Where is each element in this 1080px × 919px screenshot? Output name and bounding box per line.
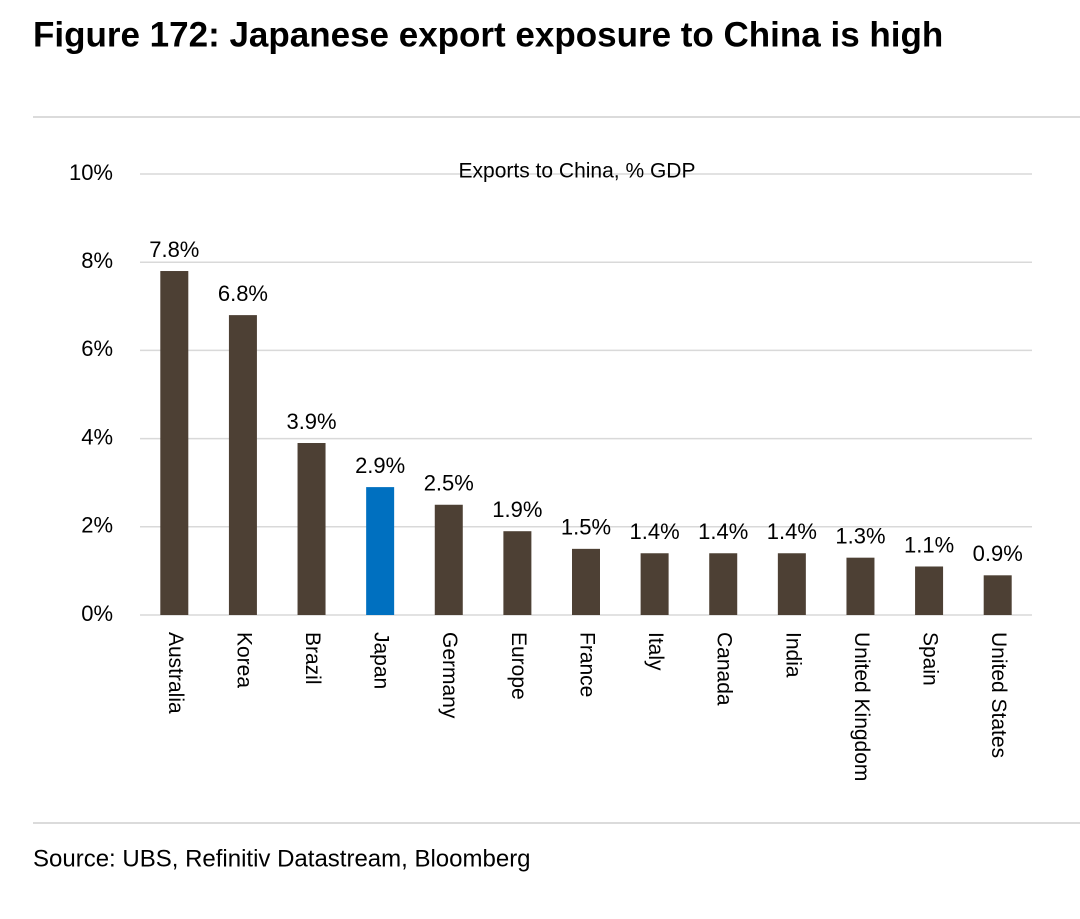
y-tick-label: 10% bbox=[69, 160, 113, 185]
data-label: 1.4% bbox=[698, 519, 748, 544]
data-label: 1.1% bbox=[904, 532, 954, 557]
bar bbox=[846, 557, 875, 615]
bar bbox=[297, 443, 326, 615]
bar bbox=[640, 553, 669, 615]
x-tick-label: Brazil bbox=[301, 632, 324, 685]
bar bbox=[915, 566, 944, 615]
plot-area: 0% 2% 4% 6% 8% 10% Australia 7.8% Korea 6.8% Brazi… bbox=[69, 160, 1032, 781]
chart-subtitle: Exports to China, % GDP bbox=[459, 160, 696, 183]
data-label: 3.9% bbox=[286, 409, 336, 434]
bar bbox=[228, 315, 257, 615]
bar bbox=[503, 531, 532, 615]
data-label: 1.4% bbox=[630, 519, 680, 544]
data-label: 1.3% bbox=[835, 523, 885, 548]
x-tick-label: Europe bbox=[507, 632, 530, 700]
x-tick-label: Germany bbox=[438, 632, 461, 719]
bar bbox=[777, 553, 806, 615]
bar bbox=[572, 548, 600, 615]
figure-title: Figure 172: Japanese export exposure to … bbox=[33, 15, 943, 54]
x-tick-label: India bbox=[781, 632, 804, 678]
y-tick-label: 2% bbox=[81, 513, 113, 538]
x-tick-label: Japan bbox=[370, 632, 393, 689]
data-label: 6.8% bbox=[218, 281, 268, 306]
y-tick-label: 8% bbox=[81, 248, 113, 273]
y-tick-label: 0% bbox=[81, 601, 113, 626]
data-label: 0.9% bbox=[973, 541, 1023, 566]
data-label: 1.5% bbox=[561, 515, 611, 540]
bar bbox=[434, 504, 463, 615]
bar bbox=[983, 575, 1012, 615]
data-label: 2.5% bbox=[424, 471, 474, 496]
bar bbox=[160, 271, 189, 615]
x-tick-label: France bbox=[575, 632, 598, 697]
bar bbox=[709, 553, 738, 615]
data-label: 2.9% bbox=[355, 453, 405, 478]
x-tick-label: Canada bbox=[713, 632, 736, 706]
x-tick-label: Korea bbox=[232, 632, 255, 688]
x-tick-label: United Kingdom bbox=[850, 632, 873, 781]
y-tick-label: 4% bbox=[81, 424, 113, 449]
x-tick-label: Italy bbox=[644, 632, 667, 671]
x-tick-label: United States bbox=[987, 632, 1010, 758]
data-label: 1.4% bbox=[767, 519, 817, 544]
data-label: 1.9% bbox=[492, 497, 542, 522]
x-tick-label: Spain bbox=[919, 632, 942, 686]
bar bbox=[366, 487, 395, 615]
y-tick-label: 6% bbox=[81, 336, 113, 361]
source: Source: UBS, Refinitiv Datastream, Bloom… bbox=[33, 845, 531, 872]
x-tick-label: Australia bbox=[164, 632, 187, 714]
data-label: 7.8% bbox=[149, 237, 199, 262]
